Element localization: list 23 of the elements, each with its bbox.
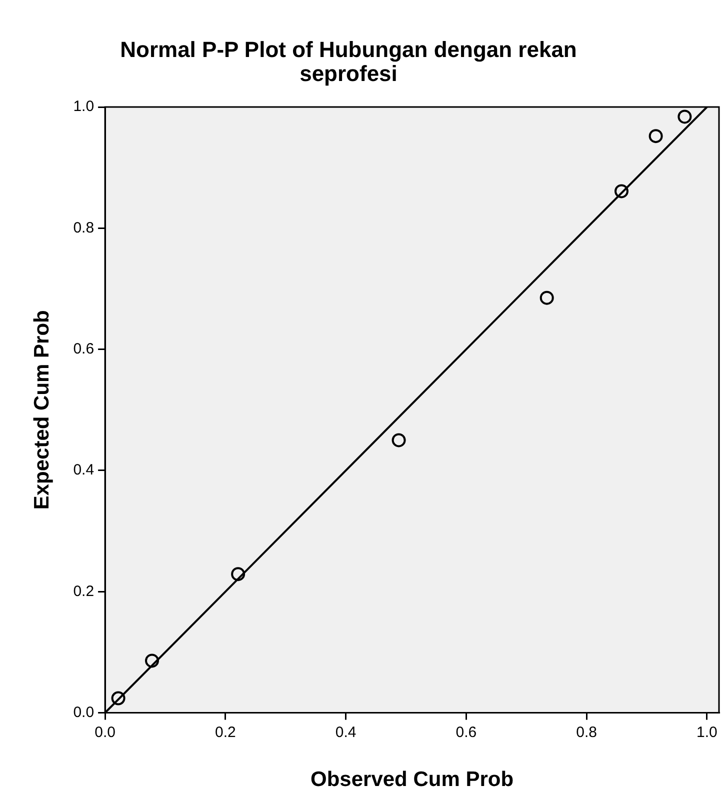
point: [540, 290, 554, 305]
x-axis-title: Observed Cum Prob: [310, 768, 514, 792]
y-tick-label: 0.4: [73, 462, 94, 479]
x-tick-label: 0.0: [94, 724, 116, 741]
x-tick-label: 0.2: [215, 724, 236, 741]
point: [614, 184, 628, 198]
y-tick-label: 0.8: [73, 219, 94, 236]
point: [145, 654, 159, 668]
point: [648, 129, 663, 144]
x-tick-label: 0.8: [576, 724, 598, 741]
point: [111, 691, 126, 706]
point: [392, 433, 406, 448]
y-tick-label: 1.0: [73, 98, 94, 116]
y-tick-label: 0.6: [73, 340, 94, 358]
point: [231, 567, 246, 582]
chart-title: Normal P-P Plot of Hubungan dengan rekan seprofesi: [119, 36, 578, 88]
point: [678, 110, 692, 124]
x-tick-label: 0.4: [335, 724, 356, 741]
y-axis-title: Expected Cum Prob: [30, 310, 54, 510]
x-tick-label: 0.6: [456, 724, 477, 741]
y-tick-label: 0.0: [73, 704, 94, 721]
x-tick-label: 1.0: [696, 724, 718, 741]
y-tick-label: 0.2: [73, 582, 94, 600]
